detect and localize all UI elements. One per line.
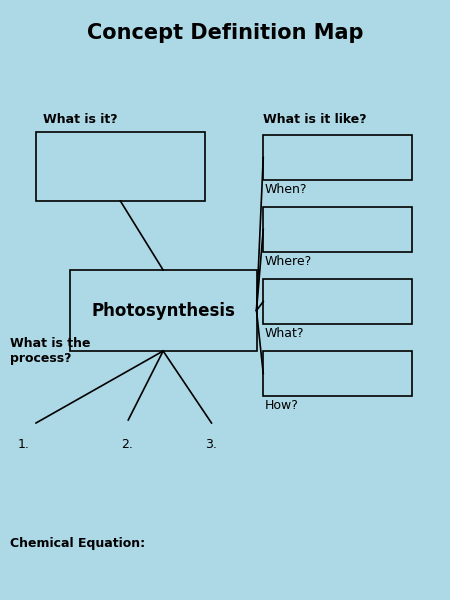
- Text: When?: When?: [265, 183, 307, 196]
- Text: 1.: 1.: [18, 438, 30, 451]
- Text: What is it like?: What is it like?: [263, 113, 367, 126]
- FancyBboxPatch shape: [36, 132, 205, 201]
- FancyBboxPatch shape: [70, 270, 256, 351]
- Text: Where?: Where?: [265, 255, 312, 268]
- Text: What?: What?: [265, 327, 304, 340]
- Text: Chemical Equation:: Chemical Equation:: [10, 536, 145, 550]
- Text: 2.: 2.: [122, 438, 133, 451]
- FancyBboxPatch shape: [263, 207, 412, 252]
- Text: How?: How?: [265, 399, 298, 412]
- Text: What is the
process?: What is the process?: [10, 337, 90, 365]
- FancyBboxPatch shape: [263, 351, 412, 396]
- Text: 3.: 3.: [205, 438, 216, 451]
- FancyBboxPatch shape: [263, 135, 412, 180]
- Text: Photosynthesis: Photosynthesis: [91, 301, 235, 319]
- FancyBboxPatch shape: [263, 279, 412, 324]
- Text: What is it?: What is it?: [43, 113, 117, 126]
- Text: Concept Definition Map: Concept Definition Map: [87, 23, 363, 43]
